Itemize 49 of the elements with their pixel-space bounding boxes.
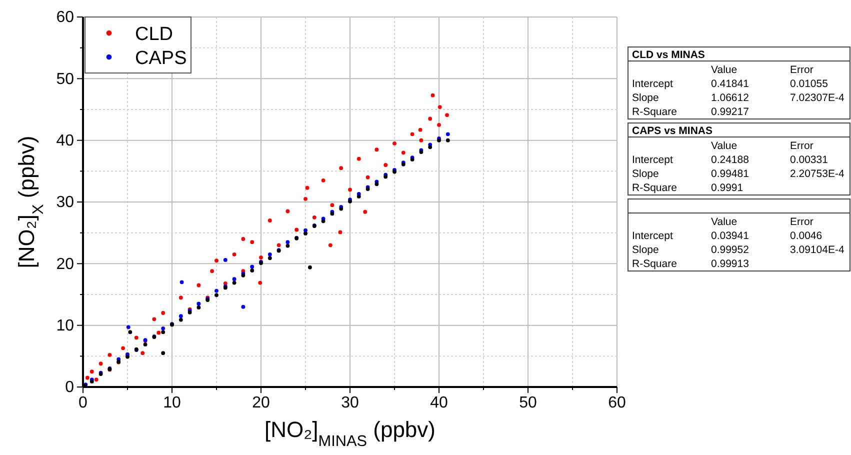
text: R-Square [632, 106, 678, 118]
x-tick-label: 40 [430, 394, 448, 412]
text: 0.9991 [711, 182, 744, 194]
text: CAPS vs MINAS [632, 125, 713, 137]
text: 7.02307E-4 [790, 92, 844, 104]
x-tick-label: 0 [78, 394, 88, 412]
text: Intercept [632, 78, 673, 90]
text: R-Square [632, 258, 678, 270]
text: Slope [632, 244, 660, 256]
text: 0.99481 [711, 168, 750, 180]
text: Error [790, 216, 814, 228]
text: 1.06612 [711, 92, 750, 104]
y-tick-label: 30 [56, 194, 74, 212]
text: 0.41841 [711, 78, 750, 90]
y-tick-label: 0 [65, 379, 74, 396]
text: Slope [632, 168, 660, 180]
text: 0.0046 [790, 230, 822, 242]
x-tick-label: 20 [252, 394, 270, 412]
y-tick-label: 60 [56, 9, 74, 26]
y-tick-label: 20 [56, 256, 74, 273]
text: 0.99913 [711, 258, 750, 270]
text: R-Square [632, 182, 678, 194]
text: Intercept [632, 230, 673, 242]
x-tick-label: 50 [519, 394, 537, 412]
text: Intercept [632, 154, 673, 166]
text: Value [711, 64, 738, 76]
text: Error [790, 140, 814, 152]
text: Value [711, 140, 738, 152]
text: 3.09104E-4 [790, 244, 844, 256]
text: 2.20753E-4 [790, 168, 844, 180]
text: 0.24188 [711, 154, 750, 166]
legend-label: CAPS [135, 48, 187, 69]
text: CLD vs MINAS [632, 49, 705, 61]
x-tick-label: 30 [341, 394, 359, 412]
x-axis-title: [NO₂]$_{MINAS}$ (ppbv) [264, 417, 436, 450]
x-tick-label: 60 [608, 394, 626, 412]
text: Slope [632, 92, 660, 104]
x-tick-label: 10 [163, 394, 181, 412]
y-tick-label: 50 [56, 70, 74, 88]
y-tick-label: 40 [56, 132, 74, 150]
text: 0.00331 [790, 154, 828, 166]
text: Error [790, 64, 814, 76]
text: 0.99952 [711, 244, 750, 256]
text: 0.03941 [711, 230, 750, 242]
text: Value [711, 216, 738, 228]
text: 0.99217 [711, 106, 750, 118]
legend-label: CLD [135, 24, 174, 45]
text: 0.01055 [790, 78, 828, 90]
y-tick-label: 10 [56, 317, 74, 334]
